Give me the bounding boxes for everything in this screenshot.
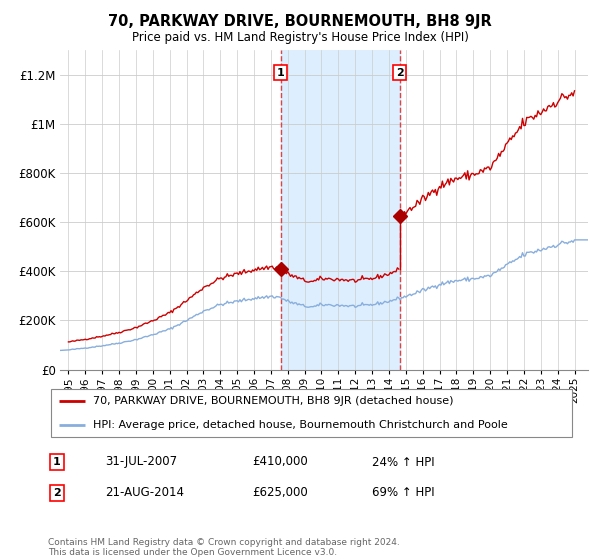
- Text: 24% ↑ HPI: 24% ↑ HPI: [372, 455, 434, 469]
- Text: 70, PARKWAY DRIVE, BOURNEMOUTH, BH8 9JR (detached house): 70, PARKWAY DRIVE, BOURNEMOUTH, BH8 9JR …: [93, 396, 454, 406]
- Text: 69% ↑ HPI: 69% ↑ HPI: [372, 486, 434, 500]
- Text: HPI: Average price, detached house, Bournemouth Christchurch and Poole: HPI: Average price, detached house, Bour…: [93, 420, 508, 430]
- Text: 70, PARKWAY DRIVE, BOURNEMOUTH, BH8 9JR: 70, PARKWAY DRIVE, BOURNEMOUTH, BH8 9JR: [108, 14, 492, 29]
- Text: 2: 2: [53, 488, 61, 498]
- Text: Price paid vs. HM Land Registry's House Price Index (HPI): Price paid vs. HM Land Registry's House …: [131, 31, 469, 44]
- Text: 31-JUL-2007: 31-JUL-2007: [105, 455, 177, 469]
- Text: Contains HM Land Registry data © Crown copyright and database right 2024.
This d: Contains HM Land Registry data © Crown c…: [48, 538, 400, 557]
- FancyBboxPatch shape: [50, 389, 572, 437]
- Text: 1: 1: [53, 457, 61, 467]
- Bar: [281, 50, 400, 370]
- Text: 2: 2: [396, 68, 404, 78]
- Text: 21-AUG-2014: 21-AUG-2014: [105, 486, 184, 500]
- Text: 1: 1: [277, 68, 284, 78]
- Text: £410,000: £410,000: [252, 455, 308, 469]
- Text: £625,000: £625,000: [252, 486, 308, 500]
